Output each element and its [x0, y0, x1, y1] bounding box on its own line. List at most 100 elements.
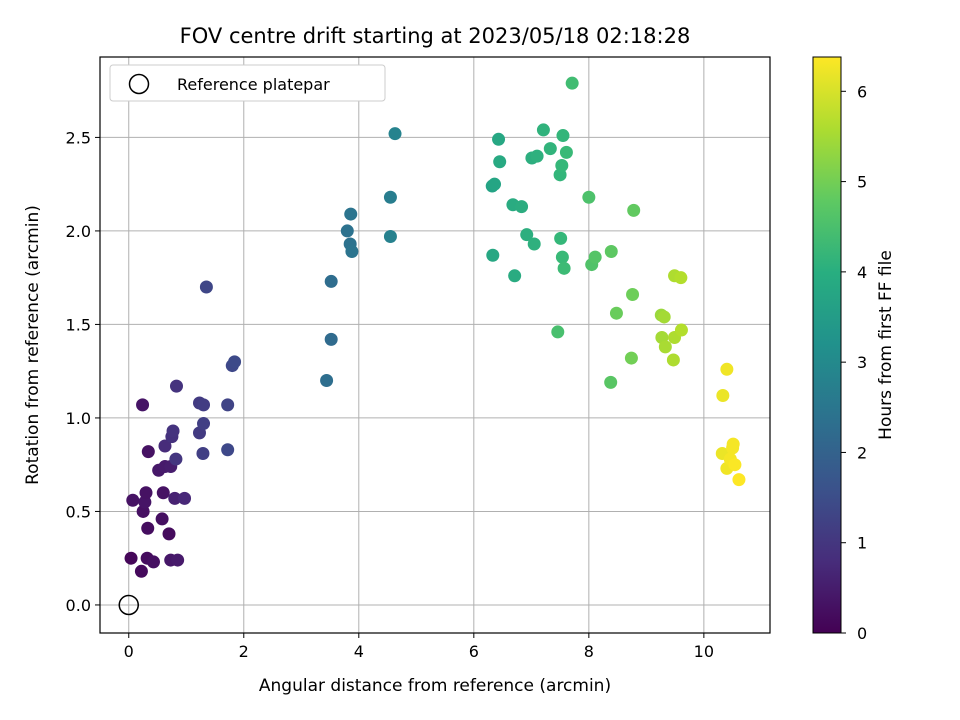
- chart-title: FOV centre drift starting at 2023/05/18 …: [180, 24, 691, 48]
- data-point: [555, 158, 569, 172]
- data-point: [178, 491, 192, 505]
- reference-marker: [118, 594, 140, 616]
- colorbar-gradient: [812, 56, 842, 634]
- data-point: [720, 362, 734, 376]
- data-point: [162, 527, 176, 541]
- data-point: [565, 76, 579, 90]
- data-point: [658, 340, 672, 354]
- data-point: [344, 207, 358, 221]
- x-tick-label: 4: [354, 642, 364, 661]
- data-point: [609, 306, 623, 320]
- data-point: [492, 132, 506, 146]
- data-point: [197, 398, 211, 412]
- colorbar-ticks: 0 1 2 3 4 5 6: [841, 82, 867, 643]
- data-point: [543, 142, 557, 156]
- data-point: [221, 443, 235, 457]
- data-point: [604, 244, 618, 258]
- colorbar-tick-label: 2: [857, 443, 867, 462]
- reference-point: [118, 594, 140, 616]
- data-point: [156, 486, 170, 500]
- x-tick-label: 2: [239, 642, 249, 661]
- data-point: [674, 323, 688, 337]
- colorbar-label: Hours from first FF file: [876, 250, 896, 440]
- data-point: [124, 551, 138, 565]
- colorbar-tick-label: 5: [857, 173, 867, 192]
- y-tick-label: 2.0: [66, 222, 91, 241]
- data-point: [493, 155, 507, 169]
- y-axis-label: Rotation from reference (arcmin): [23, 205, 43, 485]
- data-point: [674, 271, 688, 285]
- data-point: [624, 351, 638, 365]
- colorbar-tick-label: 3: [857, 353, 867, 372]
- data-point: [726, 437, 740, 451]
- data-point: [320, 374, 334, 388]
- y-tick-label: 1.5: [66, 315, 91, 334]
- data-point: [555, 250, 569, 264]
- data-point: [324, 332, 338, 346]
- data-point: [556, 129, 570, 143]
- data-point: [557, 261, 571, 275]
- data-point: [324, 274, 338, 288]
- legend: Reference platepar: [109, 64, 386, 102]
- data-point: [388, 127, 402, 141]
- data-point: [196, 446, 210, 460]
- x-tick-label: 0: [124, 642, 134, 661]
- data-point: [166, 424, 180, 438]
- data-point: [141, 445, 155, 459]
- data-point: [626, 288, 640, 302]
- data-point: [627, 203, 641, 217]
- data-point: [158, 439, 172, 453]
- data-point: [527, 237, 541, 251]
- data-point: [340, 224, 354, 238]
- x-tick-label: 8: [584, 642, 594, 661]
- data-point: [588, 250, 602, 264]
- colorbar-tick-label: 6: [857, 82, 867, 101]
- y-tick-label: 1.0: [66, 409, 91, 428]
- data-point: [155, 512, 169, 526]
- x-axis-ticks: 0 2 4 6 8 10: [124, 633, 714, 661]
- x-tick-label: 10: [694, 642, 714, 661]
- plot-frame: [99, 56, 771, 634]
- data-point: [666, 353, 680, 367]
- y-tick-label: 0.0: [66, 596, 91, 615]
- data-point: [604, 375, 618, 389]
- data-point: [139, 486, 153, 500]
- data-point: [554, 231, 568, 245]
- data-point: [141, 521, 155, 535]
- data-point: [221, 398, 235, 412]
- data-point: [508, 269, 522, 283]
- data-point: [228, 355, 242, 369]
- data-point: [515, 200, 529, 214]
- data-point: [582, 190, 596, 204]
- data-point: [657, 310, 671, 324]
- colorbar-tick-label: 0: [857, 624, 867, 643]
- legend-box: [109, 64, 386, 102]
- data-point: [169, 452, 183, 466]
- data-point: [551, 325, 565, 339]
- data-point: [136, 398, 150, 412]
- y-tick-label: 0.5: [66, 502, 91, 521]
- legend-label: Reference platepar: [177, 75, 330, 94]
- data-point: [716, 388, 730, 402]
- x-axis-label: Angular distance from reference (arcmin): [259, 676, 611, 696]
- grid: [100, 57, 770, 633]
- y-tick-label: 2.5: [66, 128, 91, 147]
- data-point: [171, 553, 185, 567]
- data-point: [536, 123, 550, 137]
- data-point: [345, 244, 359, 258]
- colorbar: 0 1 2 3 4 5 6 Hours from first FF file: [812, 56, 896, 643]
- data-point: [383, 190, 397, 204]
- colorbar-tick-label: 1: [857, 534, 867, 553]
- data-point: [146, 555, 160, 569]
- data-point: [199, 280, 213, 294]
- x-tick-label: 6: [469, 642, 479, 661]
- data-point: [383, 230, 397, 244]
- colorbar-tick-label: 4: [857, 263, 867, 282]
- data-point: [728, 458, 742, 472]
- data-point: [530, 149, 544, 163]
- data-point: [488, 177, 502, 191]
- data-point: [126, 493, 140, 507]
- data-point: [732, 473, 746, 487]
- data-points: [124, 76, 746, 578]
